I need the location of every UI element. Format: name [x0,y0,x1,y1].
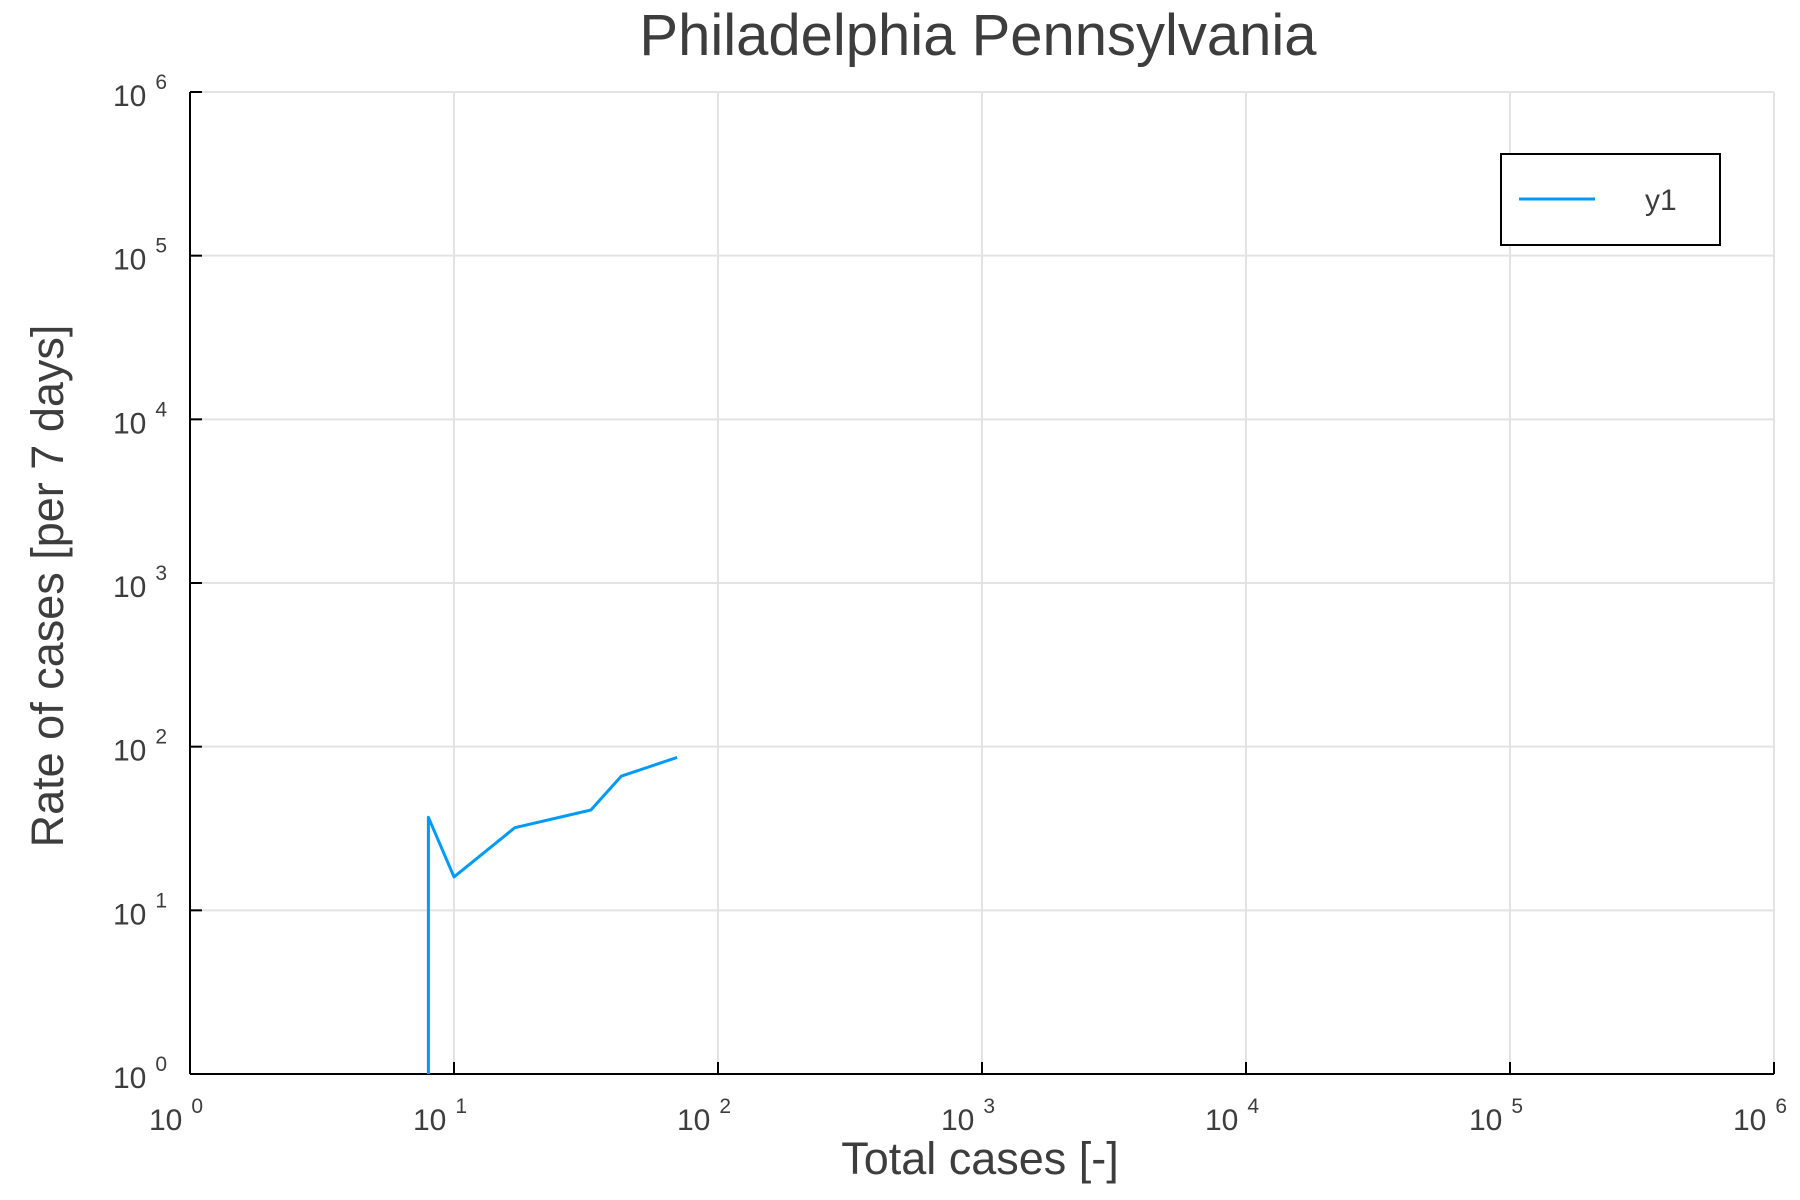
x-tick-label: 10 6 [1733,1095,1787,1137]
x-tick-labels: 10 0 10 1 10 2 10 3 10 4 10 5 10 6 [149,1095,1787,1137]
y-tick-label: 10 6 [113,71,167,113]
series [426,755,678,1074]
y-tick-label: 10 3 [113,562,167,604]
y-tick-label: 10 1 [113,889,167,931]
x-tick-label: 10 2 [677,1095,731,1137]
x-tick-label: 10 1 [413,1095,467,1137]
y-axis-label: Rate of cases [per 7 days] [22,325,73,848]
y-tick-label: 10 2 [113,726,167,768]
legend-label-y1: y1 [1645,184,1677,217]
legend: y1 [1500,153,1721,246]
y-tick-label: 10 0 [113,1053,167,1095]
x-axis-label: Total cases [-] [841,1133,1119,1184]
y-tick-label: 10 5 [113,235,167,277]
series-line-y1 [426,755,678,1074]
chart-title: Philadelphia Pennsylvania [639,3,1317,68]
x-tick-label: 10 4 [1205,1095,1259,1137]
x-tick-label: 10 5 [1469,1095,1523,1137]
axes [189,91,1775,1075]
x-tick-label: 10 3 [941,1095,995,1137]
y-tick-label: 10 4 [113,398,167,440]
x-tick-label: 10 0 [149,1095,203,1137]
